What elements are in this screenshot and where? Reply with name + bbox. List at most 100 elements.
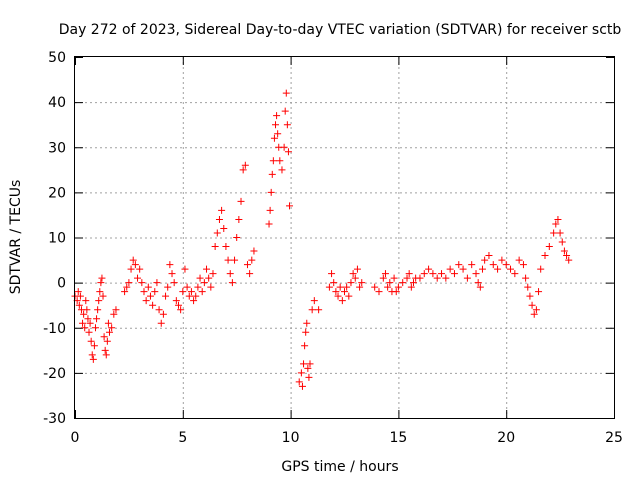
data-point	[332, 288, 340, 296]
chart-title: Day 272 of 2023, Sidereal Day-to-day VTE…	[59, 22, 622, 38]
data-point	[351, 274, 359, 282]
data-point	[468, 261, 476, 269]
data-point	[233, 234, 241, 241]
data-point	[213, 229, 221, 237]
data-point	[537, 265, 545, 273]
data-point	[308, 306, 316, 314]
data-point	[278, 166, 286, 174]
data-point	[243, 261, 251, 269]
y-tick-label: -10	[43, 321, 66, 337]
data-point	[560, 247, 568, 255]
data-point	[82, 297, 90, 305]
grid	[75, 57, 614, 418]
data-point	[515, 256, 523, 264]
data-point	[298, 382, 306, 390]
data-point	[276, 157, 284, 165]
data-point	[399, 279, 407, 287]
data-point	[273, 112, 281, 120]
data-point	[379, 274, 387, 282]
data-point	[79, 319, 87, 327]
plot-frame	[74, 56, 615, 419]
data-point	[151, 288, 159, 296]
data-point	[87, 337, 95, 345]
data-point	[91, 324, 99, 332]
data-point	[205, 274, 213, 282]
data-point	[185, 292, 193, 300]
data-point	[459, 265, 467, 273]
data-point	[345, 292, 353, 300]
data-point	[190, 297, 198, 305]
data-point	[265, 220, 273, 228]
data-point	[494, 265, 502, 273]
data-point	[194, 283, 202, 291]
data-point	[159, 310, 167, 318]
data-point	[74, 288, 82, 296]
data-point	[281, 107, 289, 115]
data-point	[153, 279, 161, 287]
data-point	[102, 351, 110, 359]
data-point	[535, 288, 543, 296]
data-point	[237, 197, 245, 205]
data-point	[198, 288, 206, 296]
data-point	[532, 306, 540, 314]
data-point	[266, 206, 274, 214]
data-point	[303, 319, 311, 327]
data-point	[155, 306, 163, 314]
data-point	[429, 270, 437, 278]
data-point	[304, 364, 312, 372]
data-point	[76, 292, 84, 300]
data-point	[222, 243, 230, 251]
data-point	[170, 279, 178, 287]
data-point	[526, 292, 534, 300]
y-tick-label: 30	[48, 140, 66, 156]
x-tick-label: 25	[605, 430, 623, 446]
x-tick-label: 20	[497, 430, 515, 446]
data-point	[125, 279, 133, 287]
data-point	[556, 229, 564, 237]
data-point	[463, 274, 471, 282]
data-point	[99, 292, 107, 300]
data-point	[209, 270, 217, 278]
data-point	[405, 270, 413, 278]
data-point	[131, 261, 139, 269]
data-point	[224, 256, 232, 264]
data-point	[295, 378, 303, 386]
data-point	[325, 283, 333, 291]
data-point	[220, 224, 228, 232]
data-point	[330, 279, 338, 287]
data-point	[558, 238, 566, 246]
y-tick-label: -30	[43, 411, 66, 427]
data-point	[511, 270, 519, 278]
data-point	[80, 310, 88, 318]
data-point	[392, 288, 400, 296]
data-point	[248, 256, 256, 264]
data-point	[446, 265, 454, 273]
data-point	[541, 252, 549, 260]
data-point	[563, 252, 571, 260]
data-point	[353, 265, 361, 273]
data-point	[336, 283, 344, 291]
data-point	[235, 215, 243, 223]
data-point	[403, 274, 411, 282]
data-point	[136, 265, 144, 273]
data-point	[310, 297, 318, 305]
data-point	[138, 279, 146, 287]
data-point	[134, 274, 142, 282]
data-point	[545, 243, 553, 251]
data-point	[420, 270, 428, 278]
data-point	[407, 283, 415, 291]
x-tick-label: 15	[389, 430, 407, 446]
data-point	[123, 283, 131, 291]
data-point	[105, 328, 113, 336]
data-point	[481, 256, 489, 264]
data-point	[381, 270, 389, 278]
data-point	[270, 134, 278, 142]
data-point	[375, 288, 383, 296]
data-point	[187, 288, 195, 296]
data-point	[93, 315, 101, 323]
data-point	[241, 161, 249, 169]
data-point	[127, 265, 135, 273]
data-point	[103, 337, 111, 345]
data-point	[215, 215, 223, 223]
